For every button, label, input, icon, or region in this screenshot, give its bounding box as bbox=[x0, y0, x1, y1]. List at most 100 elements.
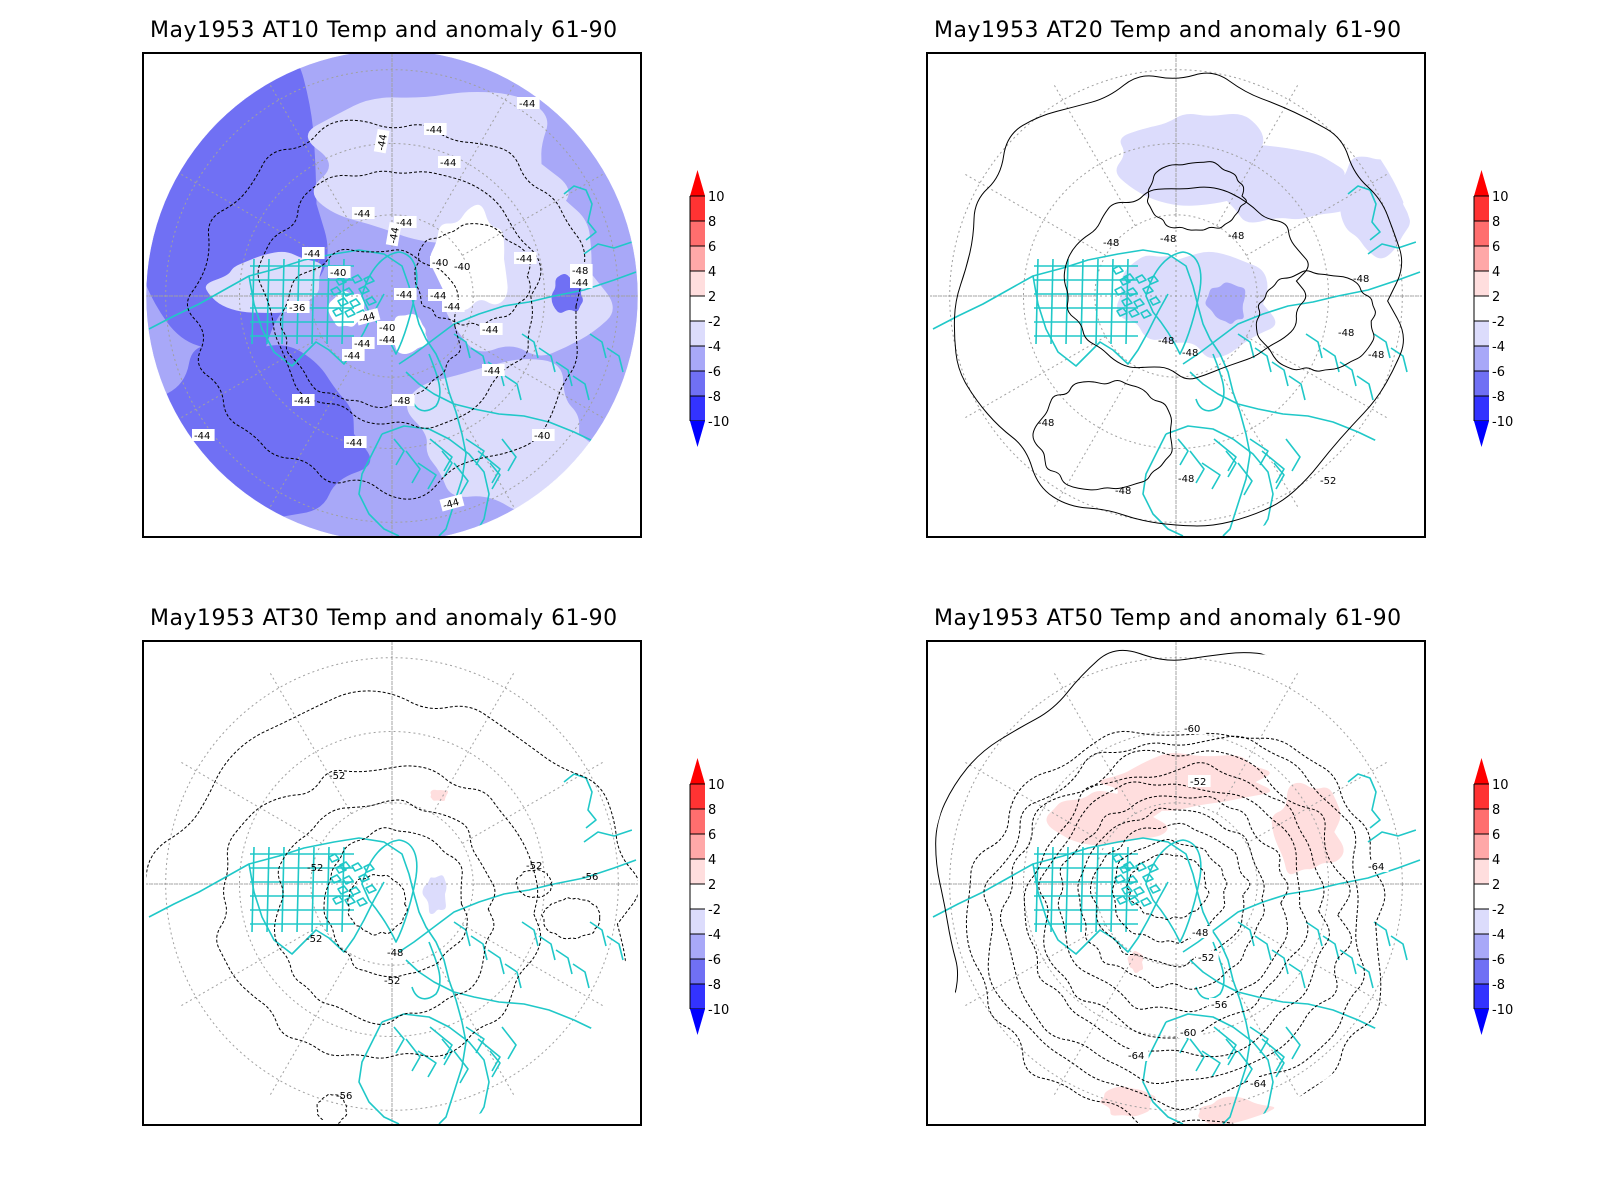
colorbar-at10: 10 8 6 4 2 -2 -4 -6 -8 -10 bbox=[688, 170, 748, 454]
svg-text:-44: -44 bbox=[379, 335, 395, 346]
contour-label: -40 bbox=[430, 256, 453, 269]
anomaly-region bbox=[1271, 782, 1344, 875]
contour-label: -44 bbox=[428, 289, 451, 302]
colorbar-bin bbox=[1474, 246, 1489, 271]
svg-text:-44: -44 bbox=[440, 158, 456, 169]
coast-segment bbox=[1142, 1021, 1184, 1124]
coast-segment bbox=[1032, 275, 1169, 367]
colorbar-bin bbox=[690, 834, 705, 859]
colorbar-tick-label: -4 bbox=[1492, 928, 1505, 943]
colorbar-tick-label: 4 bbox=[1492, 265, 1500, 280]
colorbar-tick-label: 10 bbox=[1492, 778, 1509, 793]
contour-label: -52 bbox=[1196, 951, 1219, 964]
svg-text:-48: -48 bbox=[1353, 274, 1369, 285]
map-frame: -44 -44 -44 -44 -44 -44 -44 -44 -40 -40 -40 -44 -44-… bbox=[142, 52, 642, 538]
colorbar-arrow-bottom bbox=[690, 1009, 705, 1035]
panel-title: May1953 AT20 Temp and anomaly 61-90 bbox=[934, 18, 1402, 43]
contour-label: -44 bbox=[570, 276, 593, 289]
colorbar-at20: 10 8 6 4 2 -2 -4 -6 -8 -10 bbox=[1472, 170, 1532, 454]
contour-line bbox=[515, 869, 553, 898]
anomaly-region bbox=[1046, 790, 1168, 846]
svg-text:-40: -40 bbox=[534, 431, 550, 442]
contour-line bbox=[257, 170, 542, 429]
colorbar-tick-label: 2 bbox=[1492, 290, 1500, 305]
svg-text:-56: -56 bbox=[336, 1091, 352, 1102]
contour-label: -48 bbox=[570, 264, 593, 277]
svg-text:-36: -36 bbox=[289, 303, 305, 314]
colorbar-tick-label: -6 bbox=[708, 365, 721, 380]
colorbar-bin bbox=[1474, 959, 1489, 984]
svg-text:-48: -48 bbox=[1192, 928, 1208, 939]
colorbar-tick-label: -2 bbox=[1492, 315, 1505, 330]
colorbar-tick-label: 4 bbox=[708, 853, 716, 868]
colorbar-bin bbox=[1474, 784, 1489, 809]
colorbar-tick-label: -10 bbox=[708, 415, 729, 430]
svg-text:-48: -48 bbox=[1115, 486, 1131, 497]
svg-text:-52: -52 bbox=[1198, 953, 1214, 964]
svg-text:-52: -52 bbox=[526, 861, 542, 872]
svg-text:-48: -48 bbox=[1178, 474, 1194, 485]
contour-label: -64 bbox=[1248, 1077, 1271, 1090]
contour-label: -48 bbox=[387, 948, 403, 959]
svg-text:-60: -60 bbox=[1180, 1028, 1196, 1039]
coast-segment bbox=[411, 941, 441, 1000]
svg-text:-48: -48 bbox=[1368, 350, 1384, 361]
colorbar-tick-label: 6 bbox=[708, 828, 716, 843]
colorbar-tick-label: 2 bbox=[708, 290, 716, 305]
contour-label: -40 bbox=[452, 260, 475, 273]
svg-text:-52: -52 bbox=[307, 863, 323, 874]
colorbar-bin bbox=[1474, 296, 1489, 321]
contour-label: -44 bbox=[439, 494, 465, 512]
contour-label: -44 bbox=[394, 288, 417, 301]
svg-text:-52: -52 bbox=[1320, 476, 1336, 487]
colorbar-bin bbox=[690, 221, 705, 246]
contour-line bbox=[1023, 762, 1330, 1058]
svg-text:-44: -44 bbox=[354, 209, 370, 220]
panel-title: May1953 AT10 Temp and anomaly 61-90 bbox=[150, 18, 618, 43]
colorbar-tick-label: 6 bbox=[708, 240, 716, 255]
contour-label: -48 bbox=[1182, 348, 1198, 359]
colorbar-tick-label: -8 bbox=[708, 390, 721, 405]
svg-text:-56: -56 bbox=[582, 872, 598, 883]
contour-line bbox=[274, 799, 496, 1025]
contour-label: -60 bbox=[1182, 722, 1205, 735]
svg-text:-44: -44 bbox=[516, 254, 532, 265]
colorbar-bin bbox=[1474, 271, 1489, 296]
svg-text:-44: -44 bbox=[294, 396, 310, 407]
coast-segment bbox=[381, 1013, 490, 1124]
coast-segment bbox=[1032, 863, 1169, 955]
colorbar-bin bbox=[690, 196, 705, 221]
colorbar-tick-label: -6 bbox=[1492, 953, 1505, 968]
colorbar-tick-label: 6 bbox=[1492, 828, 1500, 843]
colorbar-bin bbox=[690, 784, 705, 809]
contour-label: -44 bbox=[377, 333, 400, 346]
colorbar-bin bbox=[1474, 884, 1489, 909]
colorbar-bin bbox=[1474, 934, 1489, 959]
contour-line bbox=[1000, 749, 1352, 1085]
contour-label: -64 bbox=[1126, 1049, 1149, 1062]
colorbar-bin bbox=[690, 934, 705, 959]
contour-line bbox=[1063, 186, 1309, 380]
svg-text:-48: -48 bbox=[1038, 418, 1054, 429]
svg-text:-44: -44 bbox=[304, 249, 320, 260]
svg-text:-44: -44 bbox=[444, 302, 460, 313]
svg-text:-40: -40 bbox=[330, 268, 346, 279]
contour-label: -44 bbox=[192, 429, 215, 442]
colorbar-tick-label: 6 bbox=[1492, 240, 1500, 255]
contour-label: -52 bbox=[306, 934, 322, 945]
colorbar-at50: 10 8 6 4 2 -2 -4 -6 -8 -10 bbox=[1472, 758, 1532, 1042]
svg-text:-40: -40 bbox=[432, 258, 448, 269]
colorbar-bin bbox=[1474, 221, 1489, 246]
contour-label: -56 bbox=[582, 872, 598, 883]
svg-text:-48: -48 bbox=[1228, 231, 1244, 242]
colorbar-tick-label: -2 bbox=[708, 315, 721, 330]
colorbar-bin bbox=[1474, 809, 1489, 834]
colorbar-bin bbox=[1474, 396, 1489, 421]
colorbar-tick-label: 10 bbox=[708, 190, 725, 205]
colorbar-tick-label: -8 bbox=[1492, 390, 1505, 405]
contour-label: -52 bbox=[384, 976, 400, 987]
colorbar-bin bbox=[1474, 859, 1489, 884]
colorbar-tick-label: -6 bbox=[708, 953, 721, 968]
svg-text:-44: -44 bbox=[442, 497, 461, 512]
svg-text:-44: -44 bbox=[396, 290, 412, 301]
